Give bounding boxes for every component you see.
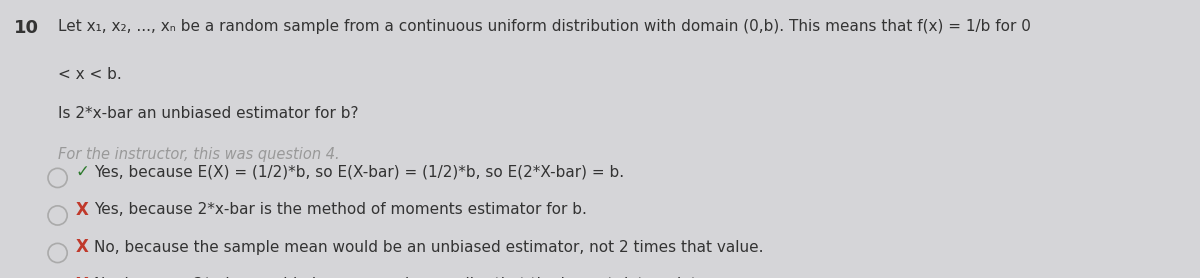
Text: ✓: ✓ — [76, 163, 90, 181]
Text: Is 2*x-bar an unbiased estimator for b?: Is 2*x-bar an unbiased estimator for b? — [58, 106, 358, 121]
Text: X: X — [76, 201, 89, 219]
Text: X: X — [76, 276, 89, 278]
Text: No, because 2*x-bar could give you a value smaller that the largest data point.: No, because 2*x-bar could give you a val… — [94, 277, 701, 278]
Text: X: X — [76, 238, 89, 256]
Text: Yes, because 2*x-bar is the method of moments estimator for b.: Yes, because 2*x-bar is the method of mo… — [94, 202, 587, 217]
Text: Yes, because E(X) = (1/2)*b, so E(X-bar) = (1/2)*b, so E(2*X-bar) = b.: Yes, because E(X) = (1/2)*b, so E(X-bar)… — [94, 165, 624, 180]
Text: Let x₁, x₂, ..., xₙ be a random sample from a continuous uniform distribution wi: Let x₁, x₂, ..., xₙ be a random sample f… — [58, 19, 1031, 34]
Text: 10: 10 — [14, 19, 40, 38]
Text: No, because the sample mean would be an unbiased estimator, not 2 times that val: No, because the sample mean would be an … — [94, 240, 763, 255]
Text: For the instructor, this was question 4.: For the instructor, this was question 4. — [58, 147, 340, 162]
Text: < x < b.: < x < b. — [58, 67, 121, 82]
